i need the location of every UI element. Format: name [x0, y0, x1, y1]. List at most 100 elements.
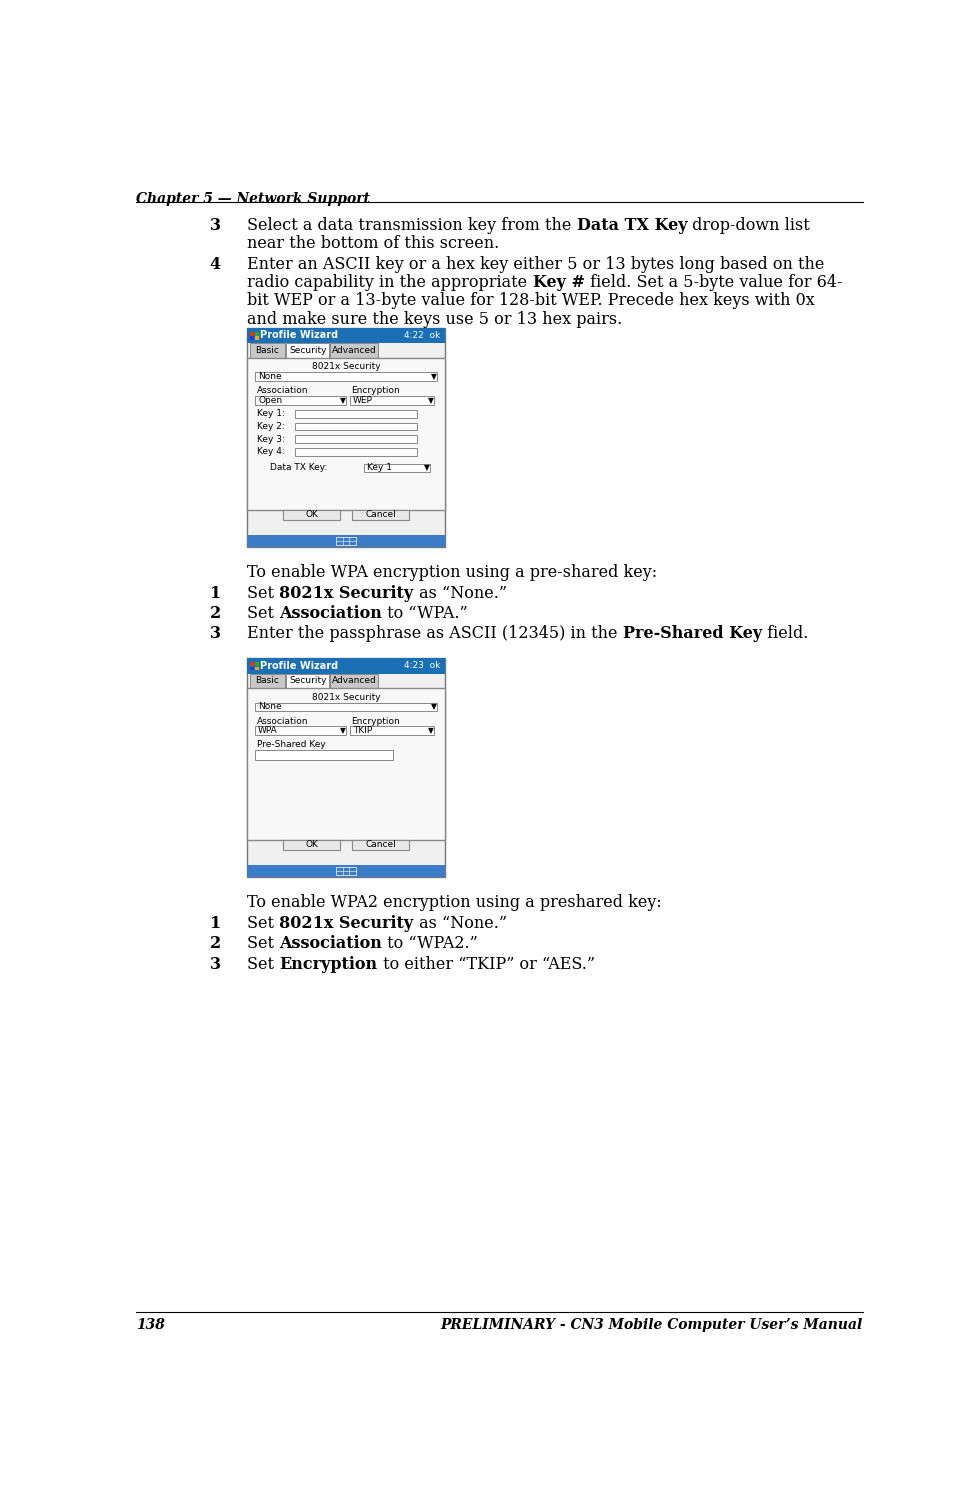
- Text: Profile Wizard: Profile Wizard: [260, 331, 339, 340]
- Text: 8021x Security: 8021x Security: [280, 915, 414, 932]
- Bar: [255, 702, 437, 711]
- Bar: [250, 332, 254, 335]
- Text: Set: Set: [247, 585, 280, 601]
- Text: ▼: ▼: [428, 395, 433, 404]
- Bar: [247, 328, 445, 343]
- Text: Key 1:: Key 1:: [256, 409, 284, 418]
- Text: Basic: Basic: [255, 346, 280, 355]
- Text: Key 1: Key 1: [366, 463, 392, 472]
- Text: Association: Association: [256, 717, 308, 726]
- Text: ▼: ▼: [431, 373, 437, 382]
- Text: Open: Open: [258, 395, 282, 404]
- Bar: [282, 510, 340, 520]
- Bar: [247, 658, 445, 673]
- Bar: [286, 343, 329, 358]
- Text: Association: Association: [280, 935, 383, 953]
- Bar: [249, 673, 285, 688]
- Bar: [250, 666, 254, 670]
- Text: 2: 2: [209, 606, 221, 622]
- Bar: [336, 537, 356, 546]
- Text: Enter the passphrase as ASCII (12345) in the: Enter the passphrase as ASCII (12345) in…: [247, 625, 623, 642]
- Text: Security: Security: [289, 676, 326, 685]
- Bar: [255, 750, 393, 761]
- Text: drop-down list: drop-down list: [688, 218, 810, 234]
- Text: to “WPA2.”: to “WPA2.”: [383, 935, 478, 953]
- Text: Set: Set: [247, 956, 280, 972]
- Text: Encryption: Encryption: [351, 386, 399, 395]
- Text: Key 3:: Key 3:: [256, 434, 284, 443]
- Text: Encryption: Encryption: [351, 717, 399, 726]
- Bar: [255, 666, 259, 670]
- Text: 3: 3: [210, 956, 221, 972]
- Bar: [255, 661, 259, 666]
- Text: Pre-Shared Key: Pre-Shared Key: [623, 625, 762, 642]
- Bar: [350, 726, 433, 735]
- Bar: [364, 464, 430, 472]
- Text: None: None: [258, 373, 281, 382]
- Text: 2: 2: [209, 935, 221, 953]
- Text: WEP: WEP: [354, 395, 373, 404]
- Text: ▼: ▼: [340, 726, 346, 735]
- Text: ▼: ▼: [428, 726, 433, 735]
- Text: field. Set a 5-byte value for 64-: field. Set a 5-byte value for 64-: [584, 275, 843, 292]
- Text: as “None.”: as “None.”: [414, 585, 506, 601]
- Text: None: None: [258, 702, 281, 711]
- Bar: [330, 673, 378, 688]
- Bar: [286, 673, 329, 688]
- Text: Key 4:: Key 4:: [256, 448, 284, 457]
- Text: 3: 3: [210, 625, 221, 642]
- Text: as “None.”: as “None.”: [414, 915, 506, 932]
- Text: to either “TKIP” or “AES.”: to either “TKIP” or “AES.”: [378, 956, 594, 972]
- Text: Profile Wizard: Profile Wizard: [260, 661, 339, 670]
- Bar: [247, 535, 445, 547]
- Bar: [255, 337, 259, 340]
- Bar: [330, 343, 378, 358]
- Text: PRELIMINARY - CN3 Mobile Computer User’s Manual: PRELIMINARY - CN3 Mobile Computer User’s…: [440, 1318, 863, 1333]
- Bar: [295, 410, 417, 418]
- Text: bit WEP or a 13-byte value for 128-bit WEP. Precede hex keys with 0x: bit WEP or a 13-byte value for 128-bit W…: [247, 293, 815, 310]
- Bar: [247, 658, 445, 878]
- Text: To enable WPA2 encryption using a preshared key:: To enable WPA2 encryption using a presha…: [247, 894, 662, 911]
- Text: 3: 3: [210, 218, 221, 234]
- Text: TKIP: TKIP: [354, 726, 372, 735]
- Text: Set: Set: [247, 935, 280, 953]
- Text: 1: 1: [209, 585, 221, 601]
- Bar: [247, 866, 445, 878]
- Bar: [255, 726, 346, 735]
- Text: 4: 4: [209, 256, 221, 274]
- Bar: [282, 840, 340, 851]
- Text: WPA: WPA: [258, 726, 278, 735]
- Text: Pre-Shared Key: Pre-Shared Key: [256, 741, 325, 750]
- Text: Data TX Key:: Data TX Key:: [270, 463, 327, 472]
- Text: 4:22  ok: 4:22 ok: [404, 331, 440, 340]
- Text: Key #: Key #: [533, 275, 584, 292]
- Text: Security: Security: [289, 346, 326, 355]
- Text: to “WPA.”: to “WPA.”: [383, 606, 468, 622]
- Text: ▼: ▼: [340, 395, 346, 404]
- Text: Encryption: Encryption: [280, 956, 378, 972]
- Bar: [247, 328, 445, 547]
- Text: Advanced: Advanced: [331, 346, 376, 355]
- Text: near the bottom of this screen.: near the bottom of this screen.: [247, 236, 500, 253]
- Bar: [249, 343, 285, 358]
- Text: Data TX Key: Data TX Key: [577, 218, 688, 234]
- Bar: [295, 422, 417, 430]
- Text: ▼: ▼: [431, 702, 437, 711]
- Bar: [255, 332, 259, 335]
- Bar: [247, 688, 445, 840]
- Bar: [352, 840, 409, 851]
- Text: Cancel: Cancel: [365, 510, 396, 519]
- Text: Association: Association: [280, 606, 383, 622]
- Text: 8021x Security: 8021x Security: [280, 585, 414, 601]
- Text: Cancel: Cancel: [365, 840, 396, 849]
- Text: Key 2:: Key 2:: [256, 422, 284, 431]
- Text: 8021x Security: 8021x Security: [312, 693, 381, 702]
- Text: Basic: Basic: [255, 676, 280, 685]
- Bar: [247, 358, 445, 510]
- Bar: [336, 867, 356, 875]
- Text: 1: 1: [209, 915, 221, 932]
- Text: and make sure the keys use 5 or 13 hex pairs.: and make sure the keys use 5 or 13 hex p…: [247, 311, 622, 328]
- Bar: [352, 510, 409, 520]
- Text: OK: OK: [305, 510, 318, 519]
- Text: Enter an ASCII key or a hex key either 5 or 13 bytes long based on the: Enter an ASCII key or a hex key either 5…: [247, 256, 825, 274]
